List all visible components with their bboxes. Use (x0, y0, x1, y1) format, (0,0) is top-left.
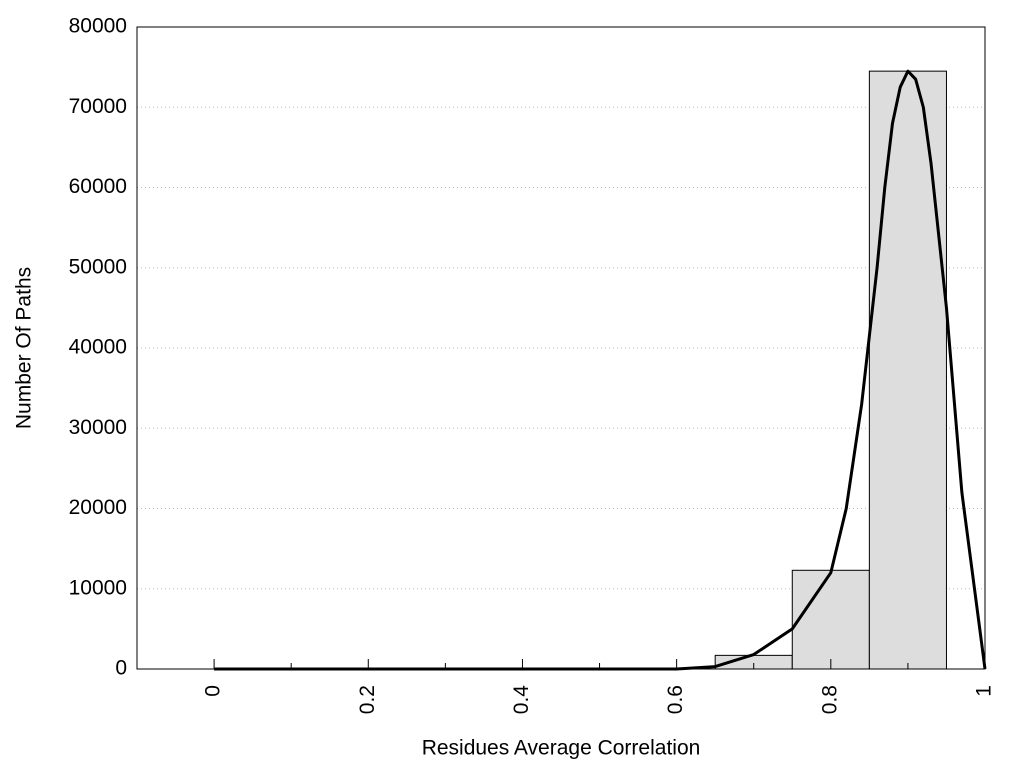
x-tick-label: 1 (973, 685, 996, 697)
y-tick-label: 80000 (69, 15, 127, 38)
bar (791, 569, 870, 670)
x-tick-label: 0.8 (818, 685, 841, 714)
y-tick-label: 30000 (69, 416, 127, 439)
y-tick-label: 70000 (69, 95, 127, 118)
plot-frame (136, 26, 986, 670)
x-tick-label: 0.6 (664, 685, 687, 714)
x-tick-label: 0 (202, 685, 225, 697)
x-axis-label: Residues Average Correlation (422, 737, 701, 760)
y-axis-label: Number Of Paths (13, 267, 36, 429)
x-tick-label: 0.2 (356, 685, 379, 714)
y-tick-label: 20000 (69, 496, 127, 519)
bar (868, 70, 947, 670)
y-tick-label: 0 (115, 657, 127, 680)
y-tick-label: 10000 (69, 576, 127, 599)
y-tick-label: 40000 (69, 336, 127, 359)
y-tick-label: 50000 (69, 255, 127, 278)
x-tick-label: 0.4 (510, 685, 533, 715)
y-tick-label: 60000 (69, 175, 127, 198)
